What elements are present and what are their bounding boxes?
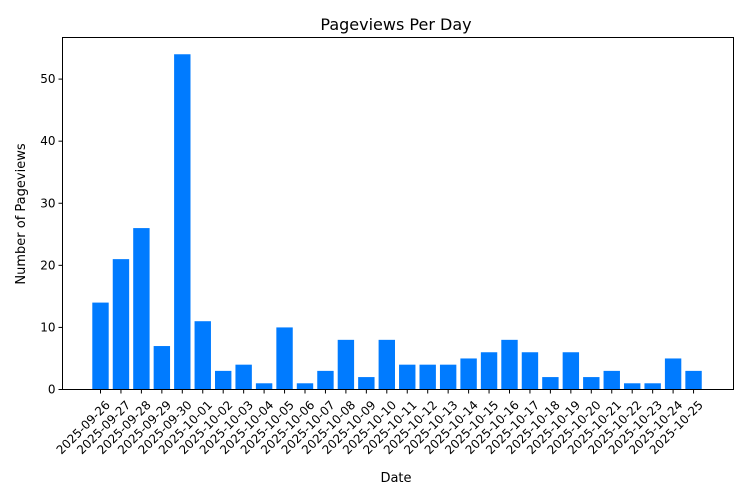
bar-2025-10-22 xyxy=(624,383,641,390)
bar-2025-10-10 xyxy=(378,339,395,390)
plot-frame xyxy=(62,37,734,390)
bar-2025-10-17 xyxy=(521,352,539,390)
y-tick-label: 30 xyxy=(40,196,55,210)
x-axis-label: Date xyxy=(380,471,411,486)
bar-2025-10-14 xyxy=(460,358,477,390)
bars-group xyxy=(92,54,702,390)
bar-2025-10-23 xyxy=(644,383,661,390)
y-tick-label: 0 xyxy=(48,383,56,397)
bar-2025-10-21 xyxy=(603,370,620,390)
y-tick-label: 20 xyxy=(40,258,55,272)
bar-2025-09-28 xyxy=(133,228,150,390)
bar-2025-10-16 xyxy=(501,339,518,390)
bar-2025-10-20 xyxy=(583,377,600,390)
bar-2025-10-07 xyxy=(317,370,334,390)
bar-2025-09-26 xyxy=(92,302,109,390)
bar-2025-09-30 xyxy=(174,54,191,390)
bar-2025-10-04 xyxy=(255,383,273,390)
bar-2025-10-06 xyxy=(296,383,314,390)
y-tick-label: 50 xyxy=(40,72,55,86)
bar-2025-10-11 xyxy=(399,364,416,390)
bar-2025-09-29 xyxy=(153,346,171,390)
bar-2025-10-25 xyxy=(685,370,702,390)
bar-2025-09-27 xyxy=(112,259,130,390)
bar-2025-10-24 xyxy=(664,358,682,390)
bar-2025-10-12 xyxy=(419,364,436,390)
y-axis-label: Number of Pageviews xyxy=(14,143,29,284)
x-axis: 2025-09-262025-09-272025-09-282025-09-29… xyxy=(54,389,706,457)
chart-title: Pageviews Per Day xyxy=(320,15,471,34)
y-axis: 0 10 20 30 40 50 xyxy=(40,72,63,397)
y-tick-label: 40 xyxy=(40,134,55,148)
y-tick-label: 10 xyxy=(40,320,55,334)
bar-2025-10-02 xyxy=(215,370,232,390)
bar-2025-10-19 xyxy=(562,352,580,390)
bar-2025-10-09 xyxy=(358,377,375,390)
bar-2025-10-15 xyxy=(480,352,498,390)
bar-2025-10-01 xyxy=(194,321,211,390)
bar-2025-10-03 xyxy=(235,364,252,390)
bar-2025-10-13 xyxy=(439,364,457,390)
bar-2025-10-05 xyxy=(276,327,293,390)
bar-2025-10-08 xyxy=(337,339,355,390)
bar-2025-10-18 xyxy=(542,377,559,390)
